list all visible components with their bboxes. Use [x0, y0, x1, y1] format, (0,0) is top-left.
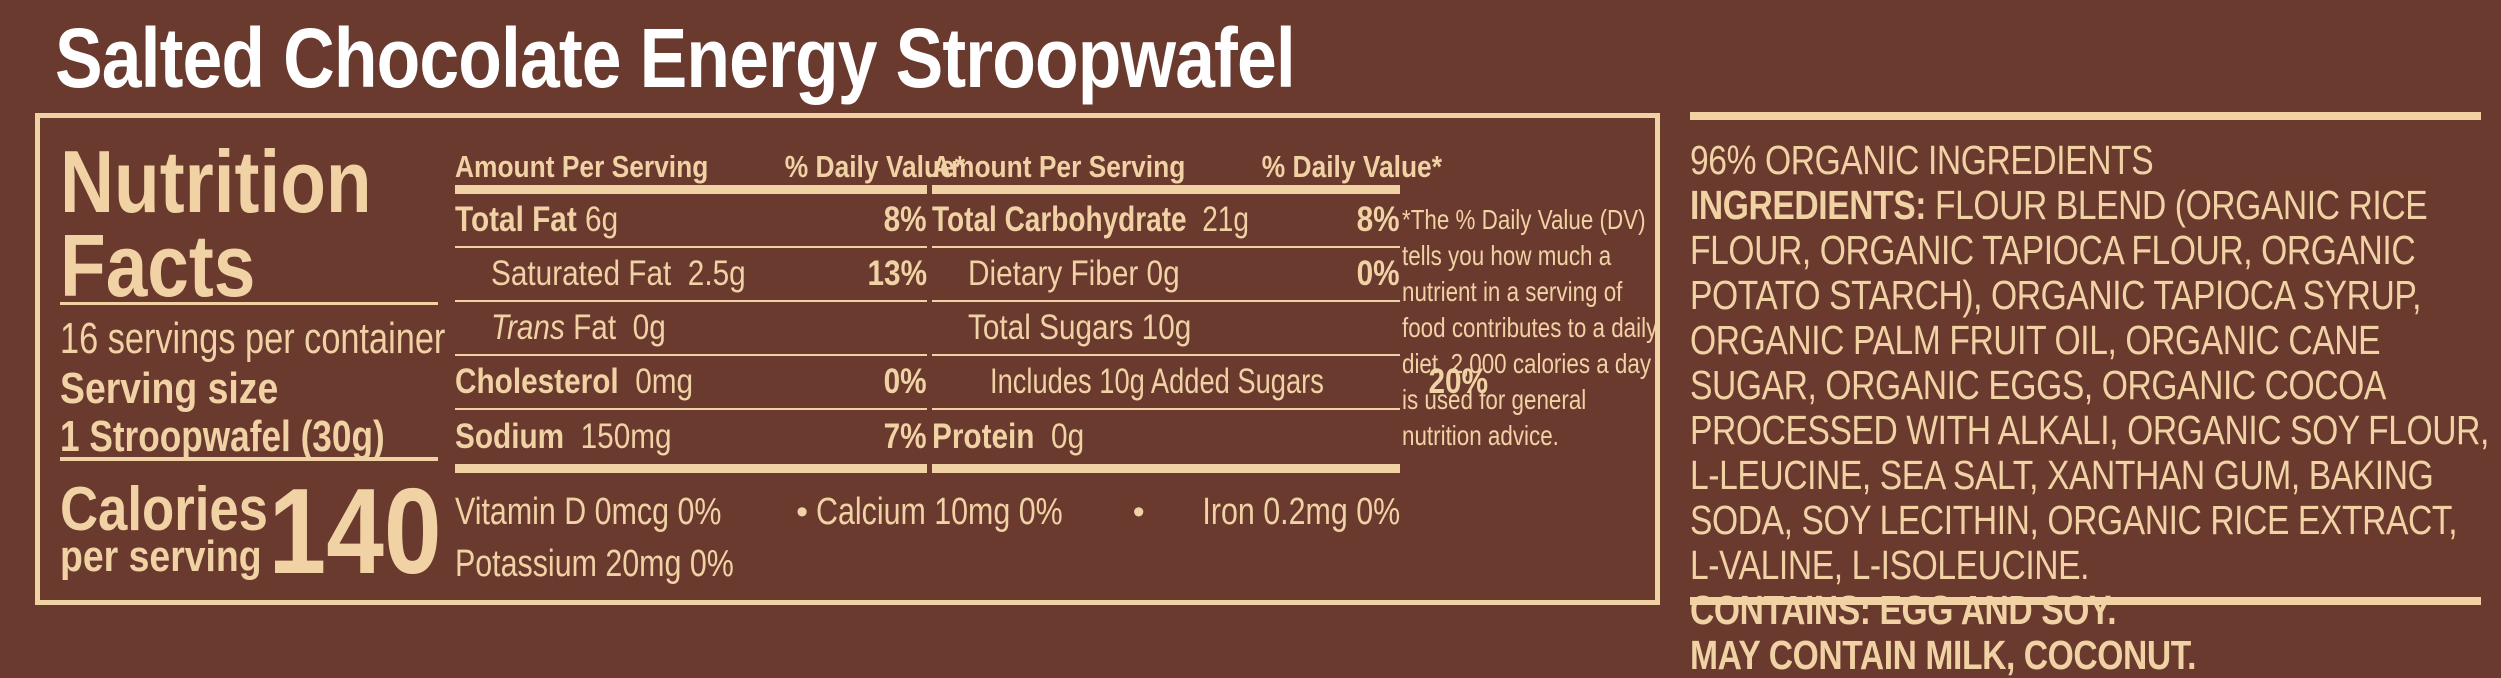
daily-value-footnote: *The % Daily Value (DV) tells you how mu… — [1402, 204, 1658, 451]
nutrient-column-1: Amount Per Serving % Daily Value* Total … — [455, 145, 965, 473]
ingredients-panel-bottom-rule — [1690, 597, 2481, 605]
potassium-value: Potassium 20mg 0% — [455, 542, 734, 585]
calories-value: 140 — [268, 463, 442, 599]
nutrient-row-dietary-fiber: Dietary Fiber 0g 0% — [932, 248, 1400, 302]
nutrient-row-total-carbohydrate: Total Carbohydrate 21g 8% — [932, 194, 1400, 248]
column2-header-dv: % Daily Value* — [1261, 149, 1442, 184]
daily-value: 20% — [1428, 362, 1489, 401]
column2-header-amount: Amount Per Serving — [932, 149, 1186, 184]
daily-value: 13% — [867, 254, 927, 293]
column1-header-amount: Amount Per Serving — [455, 149, 709, 184]
serving-size-divider — [60, 457, 438, 461]
nutrition-facts-panel: Nutrition Facts 16 servings per containe… — [35, 113, 1660, 605]
nutrition-facts-heading-line2: Facts — [60, 216, 256, 315]
daily-value: 8% — [1356, 200, 1400, 239]
column1-header-dv: % Daily Value* — [784, 149, 965, 184]
micronutrients-line2: Potassium 20mg 0% — [455, 542, 1400, 586]
column2-header: Amount Per Serving % Daily Value* — [932, 145, 1442, 185]
daily-value: 7% — [883, 417, 927, 456]
daily-value: 0% — [1356, 254, 1400, 293]
serving-size-label: Serving size — [60, 364, 279, 413]
nutrient-row-trans-fat: Trans Fat 0g — [455, 302, 927, 356]
serving-size-value: 1 Stroopwafel (30g) — [60, 412, 385, 461]
nutrient-row-total-sugars: Total Sugars 10g — [932, 302, 1400, 356]
bullet-separator: • — [796, 492, 809, 531]
product-title-text: Salted Chocolate Energy Stroopwafel — [55, 11, 1296, 105]
calories-sublabel: per serving — [60, 532, 262, 581]
ingredients-list: FLOUR BLEND (ORGANIC RICE FLOUR, ORGANIC… — [1690, 182, 2489, 588]
product-title: Salted Chocolate Energy Stroopwafel — [55, 10, 1514, 107]
ingredients-panel-top-rule — [1690, 112, 2481, 120]
iron-value: Iron 0.2mg 0% — [1202, 490, 1400, 533]
nutrient-row-cholesterol: Cholesterol 0mg 0% — [455, 356, 927, 410]
column2-header-bar — [932, 185, 1400, 194]
calcium-value: Calcium 10mg 0% — [816, 490, 1063, 533]
nutrient-row-protein: Protein 0g — [932, 417, 1085, 456]
daily-value: 8% — [883, 200, 927, 239]
ingredients-panel: 96% ORGANIC INGREDIENTS INGREDIENTS: FLO… — [1690, 138, 2494, 678]
nutrient-column-2: Amount Per Serving % Daily Value* Total … — [932, 145, 1488, 473]
ingredients-label: INGREDIENTS: — [1690, 182, 1927, 228]
column2-footer-bar — [932, 464, 1400, 473]
micronutrients: Vitamin D 0mcg 0% • Calcium 10mg 0% • Ir… — [455, 490, 1400, 586]
nutrition-facts-heading: Nutrition Facts — [60, 132, 427, 315]
daily-value: 0% — [883, 362, 927, 401]
nutrition-facts-heading-line1: Nutrition — [60, 132, 372, 231]
heading-divider — [60, 302, 438, 305]
vitamin-d-value: Vitamin D 0mcg 0% — [455, 490, 722, 533]
column1-footer-bar — [455, 464, 927, 473]
label-background: { "title": "Salted Chocolate Energy Stro… — [35, 10, 2490, 678]
servings-per-container: 16 servings per container — [60, 314, 446, 363]
nutrient-row-sodium: Sodium 150mg 7% — [455, 417, 927, 456]
nutrient-row-total-fat: Total Fat 6g 8% — [455, 194, 927, 248]
nutrient-row-saturated-fat: Saturated Fat 2.5g 13% — [455, 248, 927, 302]
may-contain-statement: MAY CONTAIN MILK, COCONUT. — [1690, 632, 2197, 678]
organic-claim: 96% ORGANIC INGREDIENTS — [1690, 137, 2154, 183]
contains-statement: CONTAINS: EGG AND SOY. — [1690, 587, 2117, 633]
column1-header: Amount Per Serving % Daily Value* — [455, 145, 965, 185]
bullet-separator: • — [1132, 492, 1145, 531]
nutrient-row-added-sugars: Includes 10g Added Sugars 20% — [932, 356, 1488, 410]
calories-label: Calories — [60, 475, 268, 544]
column1-header-bar — [455, 185, 927, 194]
micronutrients-line1: Vitamin D 0mcg 0% • Calcium 10mg 0% • Ir… — [455, 490, 1400, 534]
